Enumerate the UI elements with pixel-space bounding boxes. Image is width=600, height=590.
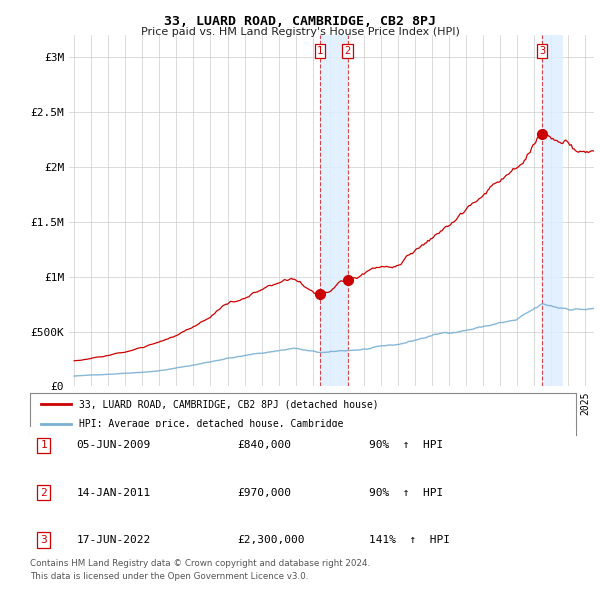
Text: 3: 3 (40, 535, 47, 545)
Text: £840,000: £840,000 (238, 441, 292, 450)
Text: 33, LUARD ROAD, CAMBRIDGE, CB2 8PJ: 33, LUARD ROAD, CAMBRIDGE, CB2 8PJ (164, 15, 436, 28)
Text: 33, LUARD ROAD, CAMBRIDGE, CB2 8PJ (detached house): 33, LUARD ROAD, CAMBRIDGE, CB2 8PJ (deta… (79, 399, 379, 409)
Text: 2: 2 (40, 488, 47, 497)
Text: 17-JUN-2022: 17-JUN-2022 (76, 535, 151, 545)
Text: 2: 2 (344, 46, 350, 56)
Text: 90%  ↑  HPI: 90% ↑ HPI (368, 488, 443, 497)
Text: £970,000: £970,000 (238, 488, 292, 497)
Text: 90%  ↑  HPI: 90% ↑ HPI (368, 441, 443, 450)
Text: £2,300,000: £2,300,000 (238, 535, 305, 545)
Text: 141%  ↑  HPI: 141% ↑ HPI (368, 535, 449, 545)
Bar (320, 35, 347, 386)
Bar (542, 35, 563, 386)
Text: HPI: Average price, detached house, Cambridge: HPI: Average price, detached house, Camb… (79, 419, 344, 429)
Text: Contains HM Land Registry data © Crown copyright and database right 2024.
This d: Contains HM Land Registry data © Crown c… (30, 559, 370, 581)
Text: 3: 3 (539, 46, 545, 56)
Text: 1: 1 (317, 46, 323, 56)
Text: Price paid vs. HM Land Registry's House Price Index (HPI): Price paid vs. HM Land Registry's House … (140, 27, 460, 37)
Text: 1: 1 (40, 441, 47, 450)
Text: 05-JUN-2009: 05-JUN-2009 (76, 441, 151, 450)
Text: 14-JAN-2011: 14-JAN-2011 (76, 488, 151, 497)
